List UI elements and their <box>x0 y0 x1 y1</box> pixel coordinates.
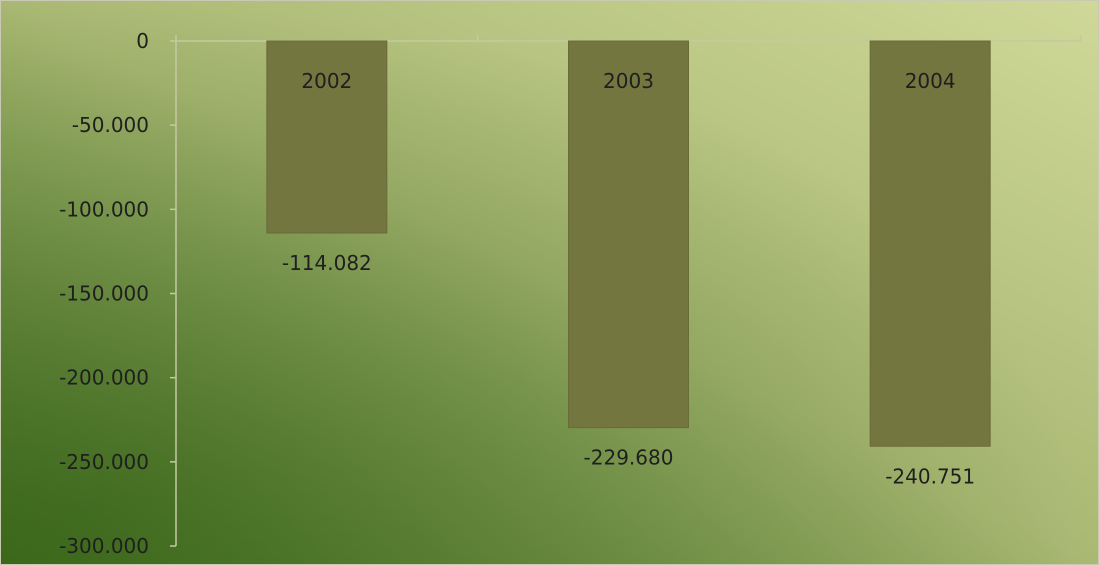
y-tick-label: -250.000 <box>59 450 149 474</box>
bar-2004 <box>869 40 991 447</box>
y-tick-label: -200.000 <box>59 366 149 390</box>
y-tick-label: -100.000 <box>59 197 149 221</box>
category-label: 2004 <box>905 69 956 93</box>
bar-2003 <box>568 40 689 429</box>
y-tick-label: -150.000 <box>59 282 149 306</box>
y-tick-label: -50.000 <box>72 113 149 137</box>
value-label: -114.082 <box>282 251 372 275</box>
bar-2002 <box>266 40 388 234</box>
y-tick-label: 0 <box>136 29 149 53</box>
category-label: 2003 <box>603 69 654 93</box>
category-label: 2002 <box>301 69 352 93</box>
y-tick-label: -300.000 <box>59 534 149 558</box>
value-label: -229.680 <box>584 446 674 470</box>
value-label: -240.751 <box>885 464 975 488</box>
